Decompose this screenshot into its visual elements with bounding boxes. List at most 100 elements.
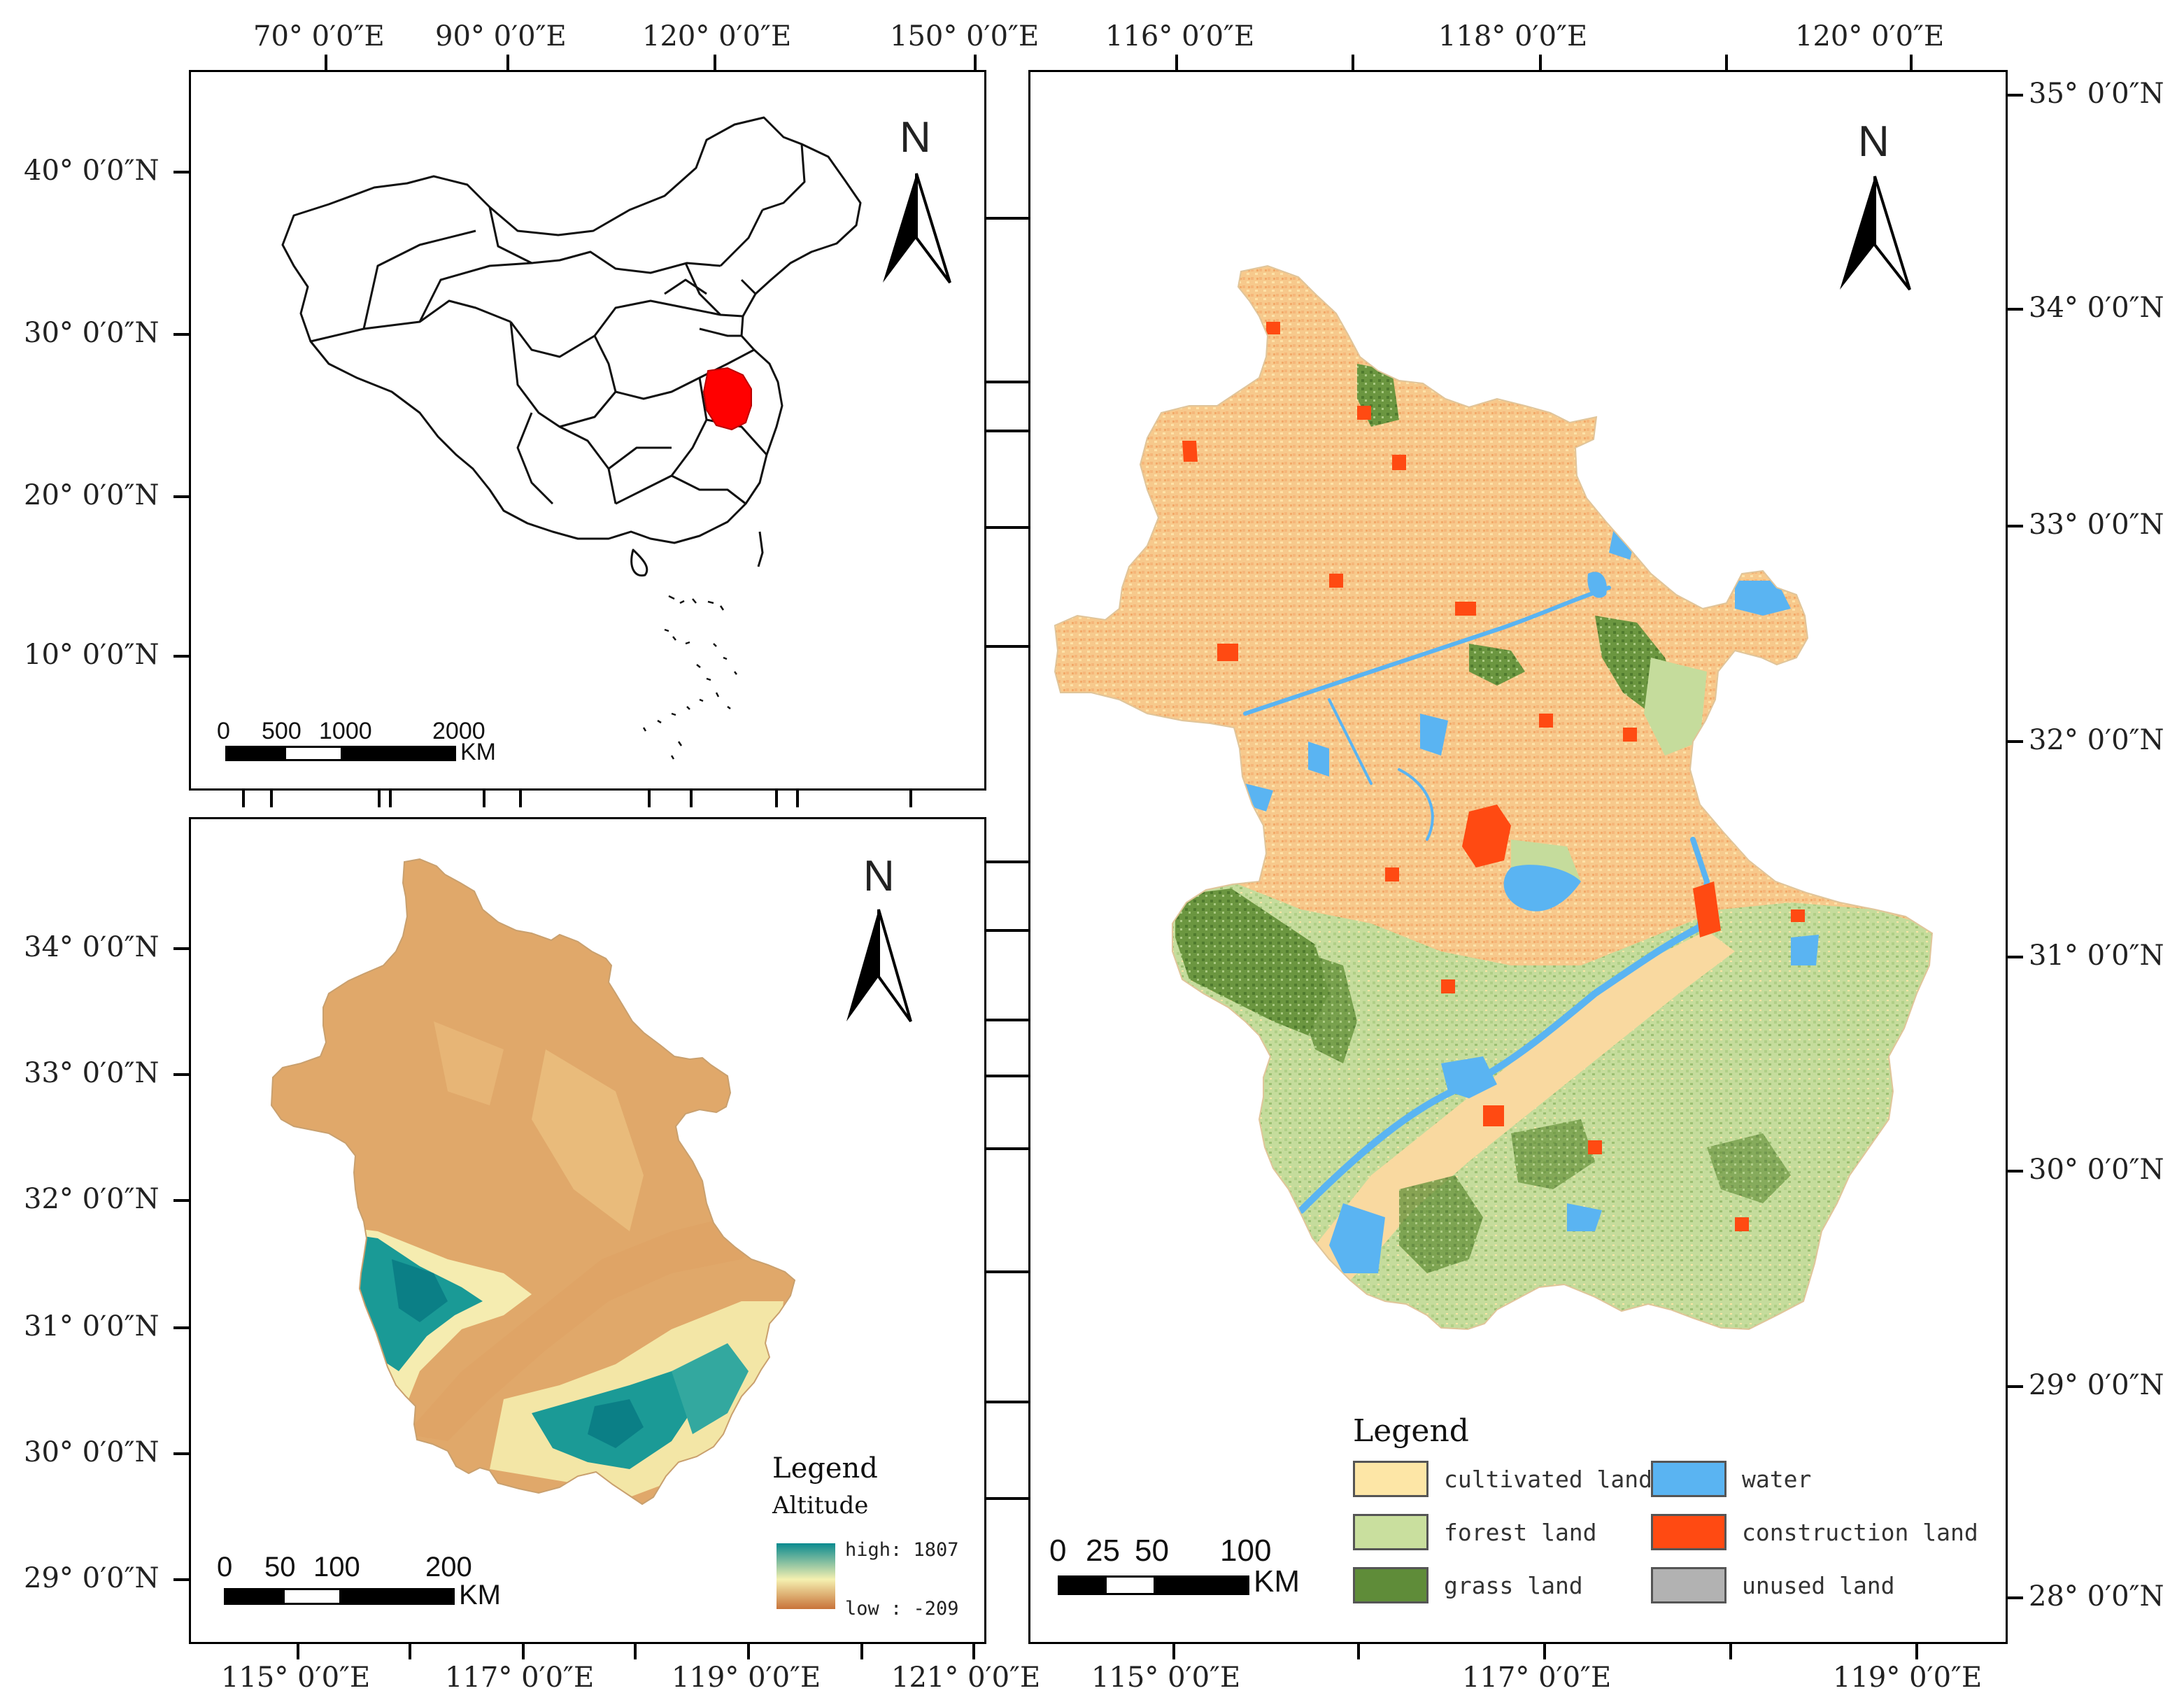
lon-tick-label: 118° 0′0″E bbox=[1438, 20, 1588, 52]
tick-mark bbox=[986, 1147, 1028, 1150]
lat-tick-label: 30° 0′0″N bbox=[2029, 1154, 2164, 1186]
lat-tick-label: 40° 0′0″N bbox=[24, 155, 159, 187]
legend-item-unused: unused land bbox=[1651, 1567, 1895, 1603]
legend-swatch bbox=[1651, 1514, 1726, 1550]
tick-mark bbox=[1539, 55, 1542, 70]
legend-swatch bbox=[1353, 1461, 1428, 1497]
lat-tick-label: 31° 0′0″N bbox=[24, 1310, 159, 1343]
tick-mark bbox=[796, 791, 799, 807]
scale-bar bbox=[1058, 1575, 1249, 1595]
tick-mark bbox=[242, 791, 245, 807]
lat-tick-label: 29° 0′0″N bbox=[24, 1562, 159, 1594]
scale-bar bbox=[225, 746, 456, 761]
tick-mark bbox=[173, 333, 189, 336]
legend-swatch bbox=[1353, 1567, 1428, 1603]
tick-mark bbox=[378, 791, 381, 807]
tick-mark bbox=[986, 1497, 1028, 1500]
tick-mark bbox=[986, 217, 1028, 220]
tick-mark bbox=[860, 1644, 863, 1659]
legend-item-forest: forest land bbox=[1353, 1514, 1597, 1550]
tick-mark bbox=[634, 1644, 637, 1659]
lon-tick-label: 120° 0′0″E bbox=[642, 20, 792, 52]
tick-mark bbox=[986, 381, 1028, 383]
tick-mark bbox=[2008, 1170, 2023, 1173]
lon-tick-label: 117° 0′0″E bbox=[445, 1662, 595, 1694]
tick-mark bbox=[173, 1578, 189, 1581]
legend-item-grass: grass land bbox=[1353, 1567, 1583, 1603]
lon-tick-label: 115° 0′0″E bbox=[221, 1662, 371, 1694]
tick-mark bbox=[1725, 55, 1728, 70]
scale-label: 500 bbox=[262, 718, 302, 744]
lat-tick-label: 30° 0′0″N bbox=[24, 1436, 159, 1468]
tick-mark bbox=[972, 1644, 975, 1659]
legend-label: construction land bbox=[1742, 1518, 1978, 1546]
tick-mark bbox=[173, 495, 189, 498]
altitude-ramp bbox=[777, 1543, 835, 1609]
lon-tick-label: 119° 0′0″E bbox=[672, 1662, 821, 1694]
tick-mark bbox=[1915, 1644, 1918, 1659]
legend-label: grass land bbox=[1444, 1571, 1583, 1599]
tick-mark bbox=[1910, 55, 1913, 70]
lat-tick-label: 32° 0′0″N bbox=[24, 1183, 159, 1215]
lon-tick-label: 116° 0′0″E bbox=[1105, 20, 1255, 52]
lat-tick-label: 10° 0′0″N bbox=[24, 639, 159, 671]
tick-mark bbox=[173, 655, 189, 658]
scale-label: 100 bbox=[313, 1552, 360, 1582]
lon-tick-label: 117° 0′0″E bbox=[1462, 1662, 1612, 1694]
tick-mark bbox=[506, 55, 509, 70]
legend-subtitle: Altitude bbox=[772, 1492, 869, 1520]
scale-label: 200 bbox=[425, 1552, 472, 1582]
tick-mark bbox=[1729, 1644, 1732, 1659]
tick-mark bbox=[986, 430, 1028, 432]
tick-mark bbox=[1172, 1644, 1175, 1659]
north-label: N bbox=[1858, 118, 1889, 166]
tick-mark bbox=[1357, 1644, 1360, 1659]
tick-mark bbox=[648, 791, 651, 807]
scale-label: 25 bbox=[1086, 1534, 1120, 1568]
scale-unit: KM bbox=[459, 1580, 501, 1610]
legend-label: water bbox=[1742, 1465, 1812, 1493]
tick-mark bbox=[173, 1073, 189, 1076]
china-inset-panel bbox=[189, 70, 986, 791]
lat-tick-label: 33° 0′0″N bbox=[24, 1057, 159, 1089]
scale-label: 100 bbox=[1220, 1534, 1272, 1568]
tick-mark bbox=[2008, 525, 2023, 527]
tick-mark bbox=[2008, 1385, 2023, 1388]
scale-label: 50 bbox=[1135, 1534, 1169, 1568]
lat-tick-label: 31° 0′0″N bbox=[2029, 940, 2164, 972]
tick-mark bbox=[1175, 55, 1178, 70]
lon-tick-label: 70° 0′0″E bbox=[253, 20, 385, 52]
legend-label: cultivated land bbox=[1444, 1465, 1653, 1493]
scale-label: 0 bbox=[1049, 1534, 1067, 1568]
legend-title: Legend bbox=[772, 1452, 878, 1485]
lon-tick-label: 115° 0′0″E bbox=[1091, 1662, 1241, 1694]
tick-mark bbox=[2008, 1596, 2023, 1599]
tick-mark bbox=[483, 791, 485, 807]
tick-mark bbox=[2008, 956, 2023, 958]
north-label: N bbox=[900, 113, 931, 162]
tick-mark bbox=[173, 171, 189, 173]
tick-mark bbox=[173, 1326, 189, 1329]
tick-mark bbox=[1352, 55, 1354, 70]
lon-tick-label: 120° 0′0″E bbox=[1795, 20, 1945, 52]
legend-swatch bbox=[1353, 1514, 1428, 1550]
tick-mark bbox=[986, 1075, 1028, 1077]
lat-tick-label: 33° 0′0″N bbox=[2029, 509, 2164, 541]
tick-mark bbox=[986, 526, 1028, 529]
legend-swatch bbox=[1651, 1567, 1726, 1603]
tick-mark bbox=[2008, 308, 2023, 311]
scale-label: 2000 bbox=[432, 718, 485, 744]
altitude-high-label: high: 1807 bbox=[845, 1539, 959, 1561]
scale-unit: KM bbox=[1254, 1564, 1300, 1599]
tick-mark bbox=[986, 645, 1028, 648]
legend-label: forest land bbox=[1444, 1518, 1597, 1546]
legend-swatch bbox=[1651, 1461, 1726, 1497]
lon-tick-label: 150° 0′0″E bbox=[890, 20, 1040, 52]
lon-tick-label: 121° 0′0″E bbox=[891, 1662, 1041, 1694]
scale-label: 0 bbox=[217, 718, 230, 744]
